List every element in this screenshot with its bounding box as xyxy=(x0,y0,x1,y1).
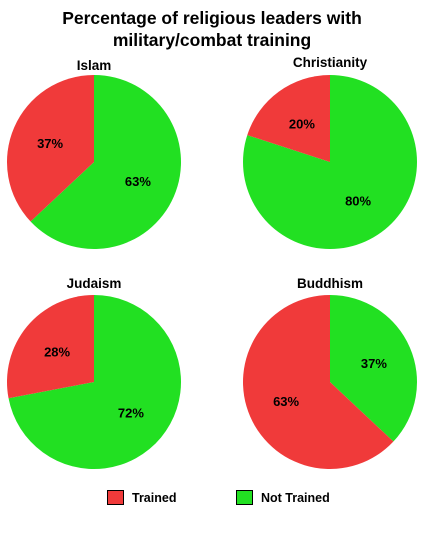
pie-judaism: Judaism 72% 28% xyxy=(6,276,181,469)
slice-christianity-trained xyxy=(247,75,330,162)
pie-buddhism: Buddhism 37% 63% xyxy=(243,276,418,469)
chart-title: Percentage of religious leaders with mil… xyxy=(0,7,424,51)
legend-label-trained: Trained xyxy=(132,490,177,505)
slice-christianity-not-trained xyxy=(243,75,418,249)
slice-label-judaism-not-trained: 72% xyxy=(118,406,144,421)
slice-label-buddhism-trained: 63% xyxy=(273,394,299,409)
slice-judaism-not-trained xyxy=(8,295,181,469)
pie-islam: Islam 63% 37% xyxy=(6,58,181,249)
slice-judaism-trained xyxy=(6,295,95,399)
pie-title-buddhism: Buddhism xyxy=(297,276,363,291)
slice-label-buddhism-not-trained: 37% xyxy=(361,356,387,371)
slice-label-christianity-trained: 20% xyxy=(289,116,315,131)
pie-title-judaism: Judaism xyxy=(67,276,122,291)
legend-swatch-not-trained xyxy=(236,490,253,505)
slice-islam-trained xyxy=(6,74,94,222)
pie-title-islam: Islam xyxy=(77,58,112,73)
slice-label-judaism-trained: 28% xyxy=(44,345,70,360)
chart-title-line-2: military/combat training xyxy=(112,30,312,50)
legend: Trained Not Trained xyxy=(0,490,424,510)
slice-label-christianity-not-trained: 80% xyxy=(345,194,371,209)
pie-title-christianity: Christianity xyxy=(293,55,368,70)
slice-buddhism-trained xyxy=(243,295,394,469)
slice-buddhism-not-trained xyxy=(330,295,418,442)
pie-charts: Islam 63% 37% Christianity 80% 20% Judaism 72% 2… xyxy=(6,55,418,469)
slice-islam-not-trained xyxy=(30,75,181,249)
pie-christianity: Christianity 80% 20% xyxy=(243,55,418,249)
chart-title-line-1: Percentage of religious leaders with xyxy=(62,8,362,28)
slice-label-islam-not-trained: 63% xyxy=(125,174,151,189)
legend-label-not-trained: Not Trained xyxy=(261,490,330,505)
legend-item-not-trained: Not Trained xyxy=(236,490,330,505)
slice-label-islam-trained: 37% xyxy=(37,136,63,151)
legend-swatch-trained xyxy=(107,490,124,505)
legend-item-trained: Trained xyxy=(107,490,176,505)
